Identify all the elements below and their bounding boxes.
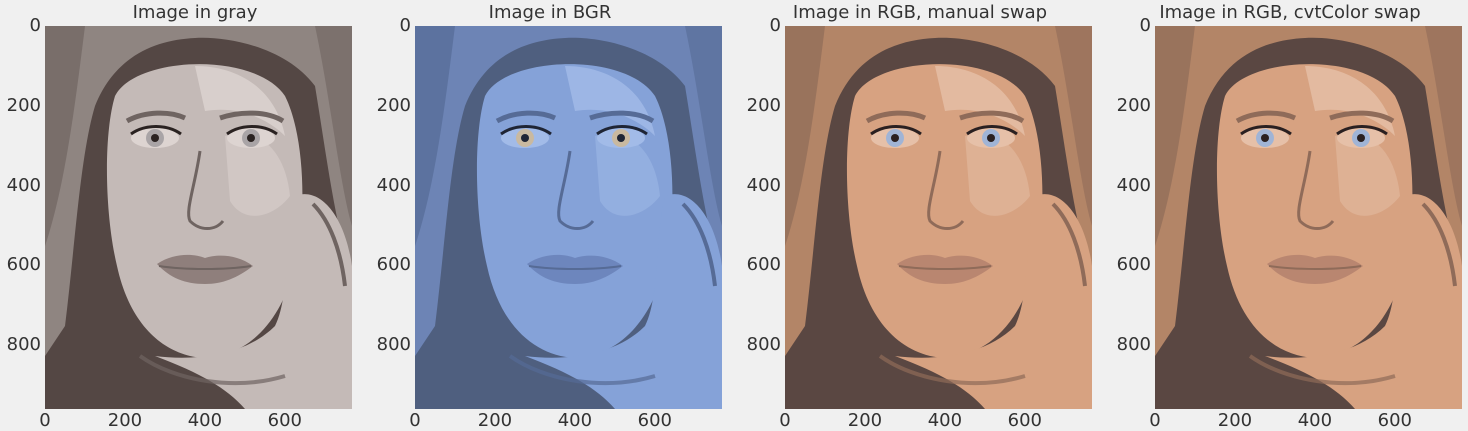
image-axes bbox=[785, 26, 1092, 409]
x-tick-label: 600 bbox=[637, 410, 673, 431]
panel-rgb-cvtcolor: Image in RGB, cvtColor swap 0 200 400 600 80… bbox=[1110, 0, 1468, 431]
y-tick-label: 200 bbox=[1116, 94, 1151, 116]
y-tick-label: 600 bbox=[1116, 254, 1151, 276]
y-tick-label: 400 bbox=[6, 174, 41, 196]
portrait-image bbox=[45, 26, 352, 409]
y-tick-label: 800 bbox=[746, 334, 781, 356]
x-tick-label: 400 bbox=[187, 410, 223, 431]
y-tick-label: 600 bbox=[746, 254, 781, 276]
y-tick-label: 200 bbox=[376, 94, 411, 116]
x-tick-label: 200 bbox=[847, 410, 883, 431]
image-axes bbox=[45, 26, 352, 409]
x-tick-label: 600 bbox=[1007, 410, 1043, 431]
y-tick-label: 800 bbox=[1116, 334, 1151, 356]
panel-bgr: Image in BGR 0 200 400 600 800 0 200 400 600 bbox=[370, 0, 730, 431]
x-tick-label: 400 bbox=[927, 410, 963, 431]
panel-title: Image in RGB, manual swap bbox=[792, 2, 1048, 23]
y-tick-label: 400 bbox=[376, 174, 411, 196]
y-tick-label: 0 bbox=[399, 15, 411, 36]
image-axes bbox=[415, 26, 722, 409]
x-tick-label: 200 bbox=[107, 410, 143, 431]
y-tick-label: 200 bbox=[746, 94, 781, 116]
x-tick-label: 200 bbox=[477, 410, 513, 431]
x-tick-label: 0 bbox=[39, 410, 51, 431]
y-tick-label: 200 bbox=[6, 94, 41, 116]
portrait-image bbox=[1155, 26, 1462, 409]
panel-rgb-manual: Image in RGB, manual swap 0 200 400 600 800 0… bbox=[740, 0, 1100, 431]
y-tick-label: 800 bbox=[6, 334, 41, 356]
x-tick-label: 0 bbox=[1149, 410, 1161, 431]
panel-gray: Image in gray 0 200 400 600 800 0 200 400 600 bbox=[0, 0, 360, 431]
panel-title: Image in BGR bbox=[488, 2, 612, 23]
portrait-image bbox=[415, 26, 722, 409]
x-tick-label: 200 bbox=[1217, 410, 1253, 431]
x-tick-label: 600 bbox=[1377, 410, 1413, 431]
y-tick-label: 600 bbox=[6, 254, 41, 276]
y-tick-label: 800 bbox=[376, 334, 411, 356]
x-tick-label: 600 bbox=[267, 410, 303, 431]
portrait-image bbox=[785, 26, 1092, 409]
y-tick-label: 400 bbox=[1116, 174, 1151, 196]
image-axes bbox=[1155, 26, 1462, 409]
y-tick-label: 0 bbox=[29, 15, 41, 36]
y-tick-label: 600 bbox=[376, 254, 411, 276]
x-tick-label: 400 bbox=[1297, 410, 1333, 431]
x-tick-label: 0 bbox=[779, 410, 791, 431]
x-tick-label: 0 bbox=[409, 410, 421, 431]
x-tick-label: 400 bbox=[557, 410, 593, 431]
panel-title: Image in RGB, cvtColor swap bbox=[1159, 2, 1421, 23]
panel-title: Image in gray bbox=[132, 2, 258, 23]
y-tick-label: 400 bbox=[746, 174, 781, 196]
y-tick-label: 0 bbox=[1139, 15, 1151, 36]
y-tick-label: 0 bbox=[769, 15, 781, 36]
